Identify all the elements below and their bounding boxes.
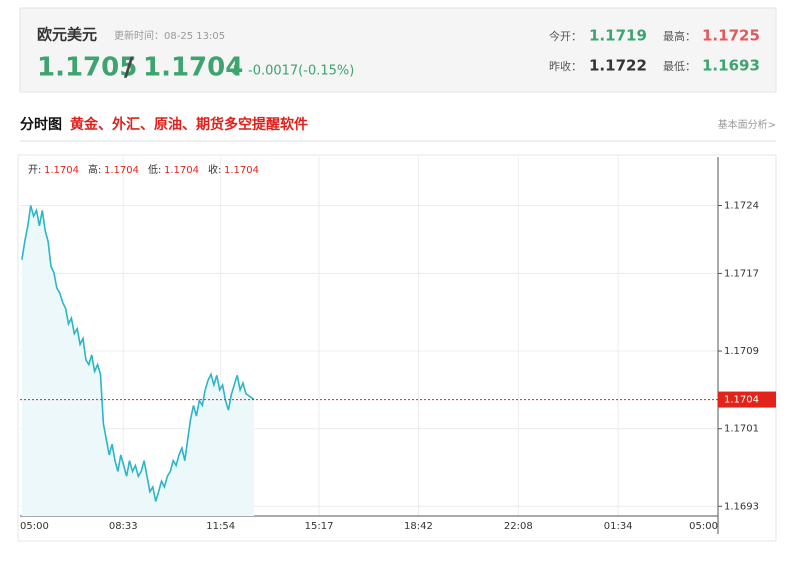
stat-value: 1.1725 [702,27,760,45]
y-tick-label: 1.1701 [724,424,759,435]
area [21,205,255,516]
stat-label: 最低： [663,60,696,73]
stat-value: 1.1719 [589,27,647,45]
x-tick-label: 22:08 [504,521,533,532]
stat-label: 今开： [549,29,582,43]
x-tick-label: 08:33 [109,521,138,532]
y-tick-label: 1.1709 [724,346,759,357]
tab-active[interactable]: 分时图 [20,116,62,133]
x-tick-label: 18:42 [404,521,433,532]
chart-frame [17,154,777,542]
x-tick-label: 01:34 [604,521,633,532]
symbol-name: 欧元美元 [37,26,97,44]
current-tag [718,391,776,408]
update-time: 更新时间：08-25 13:05 [114,29,225,42]
plot: 05:00 08:33 11:54 15:17 18:42 22:08 01:34 05:00… [20,157,776,534]
quote-panel [19,7,777,93]
ohlc-label: 收: [208,163,221,176]
ohlc-value: 1.1704 [104,165,139,176]
ohlc-label: 低: [148,163,161,176]
ohlc-value: 1.1704 [44,165,79,176]
y-tick-label: 1.1717 [724,268,759,279]
price-line [21,205,255,502]
promo-link[interactable]: 黄金、外汇、原油、期货多空提醒软件 [70,116,308,133]
y-tick-label: 1.1724 [724,201,759,212]
current-label: 1.1704 [724,395,759,406]
change: -0.0017(-0.15%) [248,64,354,79]
x-tick-label: 11:54 [206,521,235,532]
ohlc-label: 开: [28,165,41,176]
ohlc-label: 高: [88,163,101,176]
y-tick-label: 1.1693 [724,501,759,512]
ohlc-value: 1.1704 [224,165,259,176]
stat-label: 最高： [663,29,696,43]
arrow: ↓ [229,64,240,79]
price: 1.1705 [37,53,137,83]
ohlc-value: 1.1704 [164,165,199,176]
x-tick-label: 05:00 [20,521,49,532]
analysis-link[interactable]: 基本面分析> [718,118,776,131]
price2: 1.1704 [143,53,243,83]
separator: / [124,53,134,83]
stat-value: 1.1722 [589,57,647,75]
x-tick-label: 15:17 [305,521,334,532]
x-tick-label: 05:00 [689,521,718,532]
stat-label: 昨收： [549,59,582,73]
stat-value: 1.1693 [702,57,760,75]
